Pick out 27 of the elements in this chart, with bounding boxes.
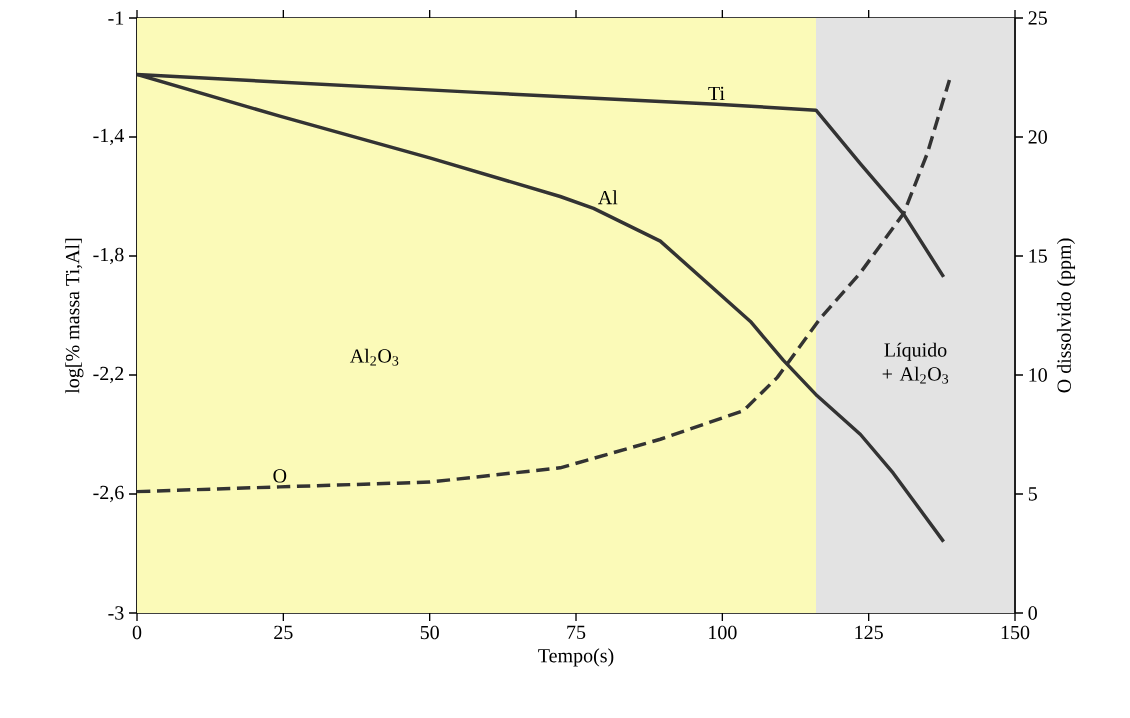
- x-axis-title: Tempo(s): [538, 648, 614, 667]
- x-tick-label: 25: [274, 625, 293, 640]
- x-tick-label: 50: [420, 625, 439, 640]
- x-tick-label: 150: [1001, 625, 1030, 640]
- band-label: Al$_{2}$O$_{3}$: [349, 348, 399, 366]
- band-label: Líquido + Al$_{2}$O$_{3}$: [882, 342, 949, 384]
- y-tick-label: -2,6: [93, 485, 124, 503]
- y-tick-label: -1: [108, 11, 124, 25]
- x-tick-label: 100: [709, 625, 737, 640]
- y2-tick-label: 5: [1028, 487, 1037, 501]
- y2-tick-label: 0: [1028, 606, 1037, 620]
- x-tick-label: 125: [855, 625, 883, 640]
- x-tick-label: 0: [132, 625, 142, 640]
- y2-tick-label: 15: [1029, 249, 1047, 263]
- x-tick-label: 75: [567, 625, 586, 639]
- series-label: Al: [598, 190, 618, 205]
- y-tick-label: -1,4: [93, 128, 124, 146]
- y2-axis-title: O dissolvido (ppm): [1056, 238, 1076, 393]
- y-tick-label: -1,8: [93, 247, 124, 265]
- y-tick-label: -3: [108, 606, 124, 620]
- y-tick-label: -2,2: [93, 366, 124, 384]
- y2-tick-label: 25: [1028, 11, 1047, 25]
- series-label: Ti: [708, 86, 725, 100]
- series-label: O: [273, 469, 287, 483]
- y2-tick-label: 20: [1028, 130, 1047, 144]
- y-axis-title: log[% massa Ti,Al]: [65, 238, 84, 394]
- y2-tick-label: 10: [1029, 368, 1047, 382]
